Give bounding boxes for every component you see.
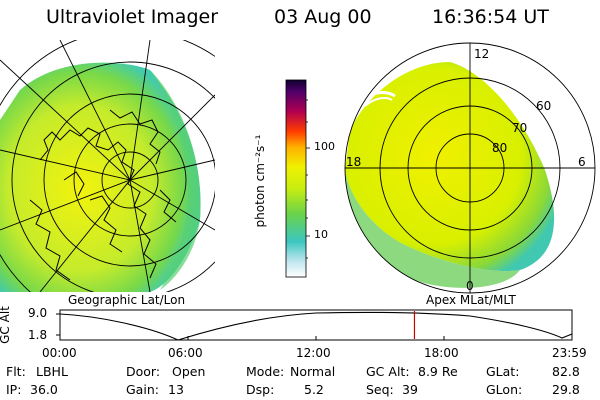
orbit-altitude-curve [59,311,573,341]
apex-mlt-label: 6 [578,155,586,169]
apex-mlt-label: 18 [346,155,361,169]
glat-value: 82.8 [552,364,580,379]
seq-value: 39 [402,382,418,397]
orbit-frame [59,309,573,341]
mode-value: Normal [290,364,336,379]
colorbar [285,79,307,278]
apex-lat-label: 80 [492,141,507,155]
orbit-xtick: 12:00 [296,346,331,360]
geo-panel-label: Geographic Lat/Lon [68,293,186,307]
orbit-ytick: 1.8 [28,328,48,342]
mode-label: Mode: [246,364,285,379]
apex-lat-label: 60 [536,99,551,113]
colorbar-tick: 10 [314,228,328,241]
door-value: Open [172,364,206,379]
orbit-xtick: 18:00 [424,346,459,360]
glon-label: GLon: [486,382,523,397]
orbit-plot [56,309,573,341]
apex-mlt-label: 0 [466,279,474,293]
colorbar-tick: 100 [314,140,335,153]
date-label: 03 Aug 00 [274,6,372,28]
ip-value: 36.0 [30,382,58,397]
colorbar-unit-label: photon cm⁻²s⁻¹ [253,134,267,228]
dsp-label: Dsp: [246,382,275,397]
imagery-panels: 60 70 80 12 18 6 0 [0,40,596,294]
flt-value: LBHL [36,364,68,379]
seq-label: Seq: [366,382,394,397]
gain-value: 13 [168,382,184,397]
orbit-ylabel: GC Alt [0,306,12,344]
gain-label: Gain: [126,382,159,397]
time-label: 16:36:54 UT [432,6,549,28]
orbit-xtick: 00:00 [42,346,77,360]
orbit-ytick: 9.0 [28,306,48,320]
gcalt-label: GC Alt: [366,364,410,379]
apex-image [345,62,555,288]
orbit-xtick: 06:00 [168,346,203,360]
instrument-title: Ultraviolet Imager [46,6,219,28]
ip-label: IP: [6,382,22,397]
apex-mlt-label: 12 [474,47,489,61]
glon-value: 29.8 [552,382,580,397]
apex-lat-label: 70 [512,121,527,135]
gcalt-value: 8.9 Re [418,364,458,379]
dsp-value: 5.2 [304,382,324,397]
door-label: Door: [126,364,161,379]
flt-label: Flt: [6,364,26,379]
orbit-xtick: 23:59 [552,346,587,360]
apex-panel-label: Apex MLat/MLT [426,293,516,307]
glat-label: GLat: [486,364,520,379]
geographic-image [0,40,215,292]
